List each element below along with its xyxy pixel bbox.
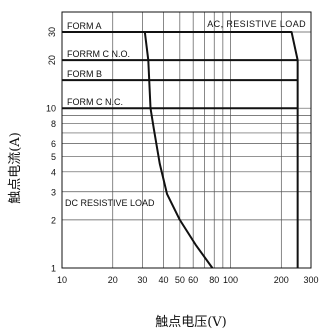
y-tick-label: 6: [51, 139, 56, 149]
tick-labels: 10 20 30 40 50 60 80 100 200 300 1 2 3 4 5 6 8 10 20 30: [46, 27, 319, 285]
y-tick-label: 3: [51, 187, 56, 197]
y-tick-label: 5: [51, 152, 56, 162]
ac-load-curve: [142, 30, 299, 268]
y-tick-label: 1: [51, 264, 56, 274]
y-tick-label: 8: [51, 119, 56, 129]
x-tick-label: 200: [274, 275, 289, 285]
x-tick-label: 100: [223, 275, 238, 285]
x-tick-label: 10: [57, 275, 67, 285]
series-label: FORM A: [67, 21, 102, 31]
dc-region-label: DC RESISTIVE LOAD: [65, 198, 155, 208]
x-tick-label: 40: [158, 275, 168, 285]
dc-load-curve: [143, 31, 214, 269]
x-tick-label: 300: [303, 275, 318, 285]
y-axis-label: 触点电流(A): [8, 132, 23, 204]
series-label: FORM C N.C.: [67, 97, 123, 107]
y-tick-label: 10: [46, 104, 56, 114]
y-tick-label: 2: [51, 215, 56, 225]
x-tick-label: 20: [108, 275, 118, 285]
y-tick-label: 30: [47, 27, 57, 37]
x-tick-label: 50: [175, 275, 185, 285]
series-label: FORRM C N.O.: [67, 49, 130, 59]
x-tick-label: 30: [137, 275, 147, 285]
series-label: FORM B: [67, 69, 102, 79]
series-lines: [62, 30, 299, 269]
y-tick-label: 20: [47, 55, 57, 65]
x-tick-label: 60: [188, 275, 198, 285]
x-tick-label: 80: [209, 275, 219, 285]
x-axis-label: 触点电压(V): [155, 315, 227, 330]
series-labels: FORM A FORRM C N.O. FORM B FORM C N.C. AC, R…: [65, 19, 306, 208]
ac-region-label: AC, RESISTIVE LOAD: [207, 19, 306, 29]
plot-frame: [61, 11, 312, 269]
y-tick-label: 4: [51, 167, 56, 177]
